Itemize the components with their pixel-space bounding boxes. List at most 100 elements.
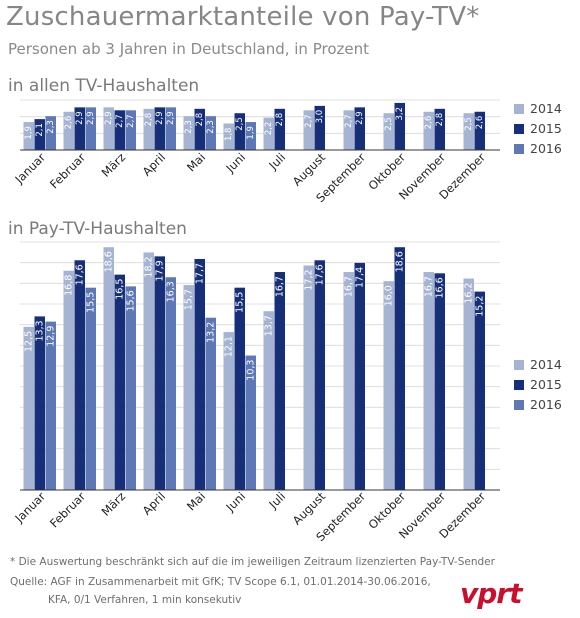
- legend-label-2015: 2015: [530, 377, 562, 392]
- tick-label-Mai: Mai: [184, 489, 208, 513]
- data-label-2014-Mai: 15,7: [184, 289, 195, 310]
- data-label-2015-März: 16,5: [115, 279, 126, 300]
- data-label-2016-Februar: 2,9: [86, 111, 96, 125]
- data-label-2014-Juni: 1,8: [224, 128, 234, 142]
- tick-label-August: August: [290, 150, 329, 189]
- data-label-2014-August: 2,7: [304, 114, 314, 128]
- data-label-2015-September: 2,9: [355, 111, 365, 125]
- bar-2015-Juli: [274, 108, 285, 150]
- bar-2015-November: [434, 273, 445, 490]
- footnote: * Die Auswertung beschränkt sich auf die…: [10, 556, 495, 568]
- data-label-2014-Januar: 1,9: [24, 126, 34, 140]
- data-label-2016-Mai: 2,3: [206, 120, 216, 134]
- data-label-2016-Januar: 2,3: [46, 120, 56, 134]
- bar-2016-Januar: [45, 321, 56, 490]
- legend-swatch-2016: [514, 400, 524, 410]
- data-label-2014-Oktober: 2,5: [384, 117, 394, 131]
- bar-2015-September: [354, 107, 365, 150]
- data-label-2014-Februar: 16,8: [64, 275, 75, 296]
- bar-2015-Juli: [274, 272, 285, 490]
- bar-2014-November: [423, 272, 434, 490]
- bar-2014-August: [303, 265, 314, 490]
- tick-label-April: April: [140, 150, 168, 178]
- bar-2014-Februar: [63, 111, 74, 150]
- bar-2015-August: [314, 260, 325, 490]
- tick-label-März: März: [99, 489, 129, 519]
- tick-label-Juli: Juli: [265, 489, 288, 512]
- data-label-2014-September: 2,7: [344, 114, 354, 128]
- data-label-2015-Dezember: 15,2: [475, 296, 486, 317]
- bar-2015-Januar: [34, 316, 45, 490]
- bar-2014-Juni: [223, 123, 234, 150]
- bar-2014-September: [343, 272, 354, 490]
- data-label-2014-Juli: 2,2: [264, 122, 274, 136]
- data-label-2016-Februar: 15,5: [86, 292, 97, 313]
- data-label-2015-April: 17,9: [155, 260, 166, 281]
- data-label-2015-März: 2,7: [115, 114, 125, 128]
- bar-2016-März: [125, 286, 136, 490]
- legend-swatch-2014: [514, 360, 524, 370]
- bar-2014-Januar: [23, 122, 34, 150]
- data-label-2015-Februar: 17,6: [75, 264, 86, 285]
- legend-swatch-2014: [514, 104, 524, 114]
- tick-label-Januar: Januar: [11, 489, 48, 526]
- data-label-2015-April: 2,9: [155, 111, 165, 125]
- bar-2015-Februar: [74, 107, 85, 150]
- legend-swatch-2015: [514, 124, 524, 134]
- bar-2016-Juni: [245, 355, 256, 490]
- chart-subtitle: Personen ab 3 Jahren in Deutschland, in …: [8, 40, 369, 58]
- chart1-title: in allen TV-Haushalten: [8, 76, 200, 96]
- bar-2016-Juni: [245, 122, 256, 150]
- data-label-2014-Juni: 12,1: [224, 336, 235, 357]
- bar-2016-März: [125, 110, 136, 150]
- vprt-logo: vprt: [460, 577, 522, 610]
- data-label-2015-Juni: 2,5: [235, 117, 245, 131]
- bar-2016-Mai: [205, 116, 216, 150]
- legend-label-2014: 2014: [530, 357, 562, 372]
- chart2-title: in Pay-TV-Haushalten: [8, 219, 187, 239]
- bar-2015-April: [154, 256, 165, 490]
- data-label-2015-Juli: 16,7: [275, 276, 286, 297]
- bar-2014-Dezember: [463, 278, 474, 490]
- bar-2015-November: [434, 108, 445, 150]
- data-label-2016-April: 16,3: [166, 281, 177, 302]
- tick-label-Februar: Februar: [47, 150, 88, 191]
- bar-2014-September: [343, 110, 354, 150]
- data-label-2015-Januar: 13,3: [35, 320, 46, 341]
- tick-label-April: April: [140, 489, 168, 517]
- data-label-2014-Oktober: 16,0: [384, 285, 395, 306]
- bar-2014-April: [143, 108, 154, 150]
- bar-2016-April: [165, 277, 176, 490]
- tick-label-Juni: Juni: [223, 489, 249, 515]
- data-label-2015-November: 2,8: [435, 113, 445, 127]
- data-label-2014-November: 2,6: [424, 116, 434, 130]
- bar-2015-April: [154, 107, 165, 150]
- bar-2016-Mai: [205, 317, 216, 490]
- data-label-2014-November: 16,7: [424, 276, 435, 297]
- legend-swatch-2016: [514, 144, 524, 154]
- tick-label-Januar: Januar: [11, 150, 48, 187]
- bar-2015-September: [354, 262, 365, 490]
- bar-2014-Juli: [263, 117, 274, 150]
- data-label-2014-April: 2,8: [144, 113, 154, 127]
- bar-2015-Juni: [234, 287, 245, 490]
- data-label-2016-Juni: 1,9: [246, 126, 256, 140]
- bar-2014-März: [103, 247, 114, 490]
- bar-2014-November: [423, 111, 434, 150]
- bar-2015-Januar: [34, 119, 45, 150]
- data-label-2015-September: 17,4: [355, 267, 366, 288]
- bar-2015-Februar: [74, 260, 85, 490]
- legend-swatch-2015: [514, 380, 524, 390]
- bar-2014-August: [303, 110, 314, 150]
- data-label-2014-April: 18,2: [144, 256, 155, 277]
- bar-2015-Dezember: [474, 291, 485, 490]
- bar-2014-Juli: [263, 311, 274, 490]
- bar-2014-Mai: [183, 116, 194, 150]
- data-label-2015-Mai: 17,7: [195, 263, 206, 284]
- tick-label-Februar: Februar: [47, 489, 88, 530]
- bar-2015-Mai: [194, 258, 205, 490]
- legend-label-2016: 2016: [530, 141, 562, 156]
- data-label-2014-Juli: 13,7: [264, 315, 275, 336]
- data-label-2014-Februar: 2,6: [64, 116, 74, 130]
